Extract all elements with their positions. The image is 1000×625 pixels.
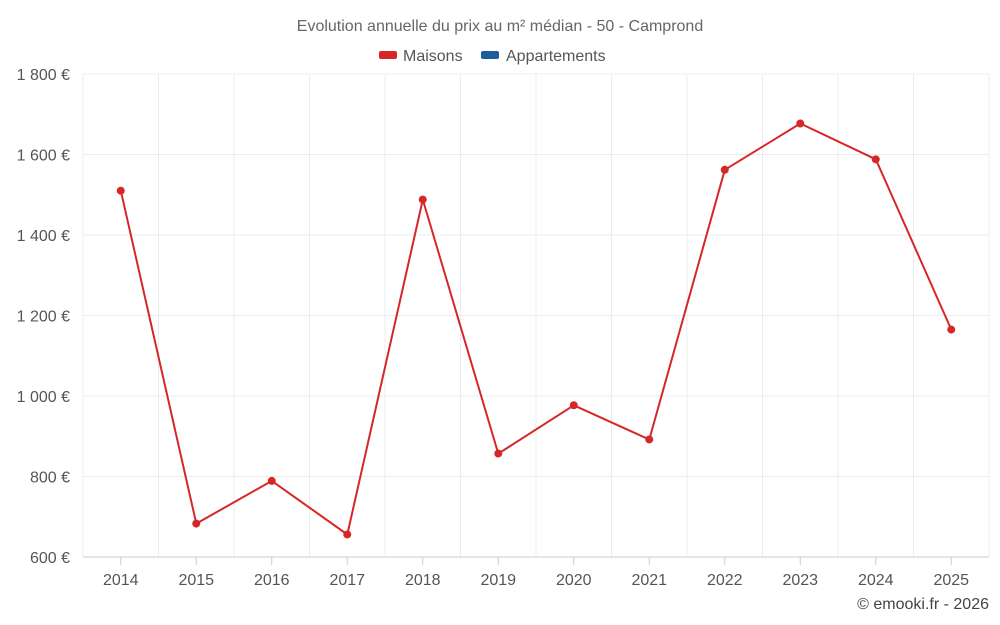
data-point-maisons-2022[interactable] — [720, 165, 729, 174]
legend-swatch-appartements — [481, 51, 499, 59]
data-point-maisons-2015[interactable] — [192, 519, 201, 528]
x-tick-label-2020: 2020 — [556, 572, 592, 589]
y-tick-label-1000: 1 000 € — [17, 389, 70, 406]
y-tick-label-600: 600 € — [30, 550, 70, 567]
grid — [82, 73, 990, 557]
x-tick-label-2021: 2021 — [631, 572, 667, 589]
x-tick-label-2015: 2015 — [178, 572, 214, 589]
x-tick-label-2025: 2025 — [933, 572, 969, 589]
y-tick-label-1200: 1 200 € — [17, 309, 70, 326]
legend-item-appartements[interactable]: Appartements — [481, 48, 606, 65]
data-point-maisons-2021[interactable] — [645, 435, 654, 444]
data-point-maisons-2016[interactable] — [267, 476, 276, 485]
y-axis-ticks: 600 € 800 € 1 000 € 1 200 € 1 400 € 1 600 € 1 … — [17, 67, 70, 567]
x-tick-label-2023: 2023 — [782, 572, 818, 589]
data-point-maisons-2020[interactable] — [569, 401, 578, 410]
x-tick-label-2017: 2017 — [329, 572, 365, 589]
x-tick-label-2014: 2014 — [103, 572, 139, 589]
y-tick-label-1800: 1 800 € — [17, 67, 70, 84]
chart-title: Evolution annuelle du prix au m² médian … — [297, 18, 703, 35]
data-point-maisons-2019[interactable] — [494, 449, 503, 458]
legend-label-appartements: Appartements — [506, 48, 606, 65]
x-tick-label-2022: 2022 — [707, 572, 743, 589]
data-point-maisons-2025[interactable] — [947, 325, 956, 334]
x-tick-label-2018: 2018 — [405, 572, 441, 589]
data-point-maisons-2018[interactable] — [418, 195, 427, 204]
x-tick-label-2016: 2016 — [254, 572, 290, 589]
data-point-maisons-2024[interactable] — [871, 155, 880, 164]
credit-text: © emooki.fr - 2026 — [857, 596, 989, 613]
y-tick-label-1400: 1 400 € — [17, 228, 70, 245]
legend: Maisons Appartements — [379, 48, 606, 65]
series-line-maisons — [119, 122, 953, 536]
y-tick-label-1600: 1 600 € — [17, 148, 70, 165]
legend-swatch-maisons — [379, 51, 397, 59]
x-tick-label-2024: 2024 — [858, 572, 894, 589]
legend-label-maisons: Maisons — [403, 48, 463, 65]
x-tick-label-2019: 2019 — [480, 572, 516, 589]
data-point-maisons-2017[interactable] — [343, 530, 352, 539]
legend-item-maisons[interactable]: Maisons — [379, 48, 463, 65]
data-point-maisons-2014[interactable] — [116, 186, 125, 195]
x-axis-ticks: 2014 2015 2016 2017 2018 2019 2020 2021 2022 2023… — [103, 557, 969, 589]
y-tick-label-800: 800 € — [30, 470, 70, 487]
data-point-maisons-2023[interactable] — [796, 119, 805, 128]
series-maisons — [116, 119, 956, 539]
